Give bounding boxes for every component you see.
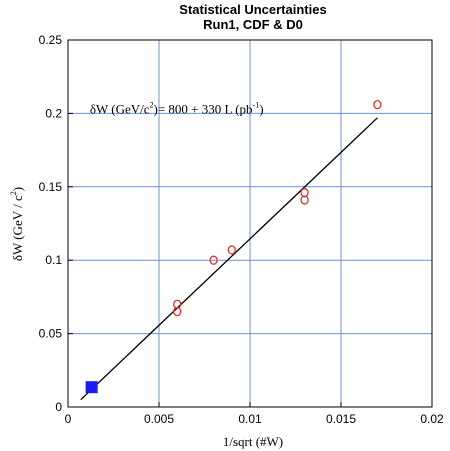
open-circle-point xyxy=(373,99,382,110)
y-tick-label: 0.1 xyxy=(45,253,62,267)
annotation-part3: ) xyxy=(259,101,263,116)
axis-ticks: 0 0.005 0.01 0.015 0.02 0 0.05 0.1 0.15 0.2 0.25 xyxy=(39,33,444,426)
open-circle-point xyxy=(300,195,309,205)
open-circle-point xyxy=(173,299,182,309)
open-circle-point xyxy=(209,255,218,265)
x-tick-label: 0 xyxy=(65,412,72,426)
y-tick-label: 0.25 xyxy=(39,33,63,47)
x-tick-label: 0.005 xyxy=(144,412,174,426)
x-axis-label: 1/sqrt (#W) xyxy=(223,434,283,449)
fit-line xyxy=(80,117,378,401)
open-circle-point xyxy=(300,188,309,198)
annotation-sup2: -1 xyxy=(253,100,260,109)
y-axis-label: δW (GeV / c2) xyxy=(9,187,25,261)
y-tick-label: 0.2 xyxy=(45,106,62,120)
x-tick-label: 0.02 xyxy=(420,412,444,426)
open-circle-point xyxy=(173,306,182,317)
fit-equation-annotation: δW (GeV/c2)= 800 + 330 L (pb-1) xyxy=(90,100,264,116)
grid-lines xyxy=(68,40,432,407)
x-tick-label: 0.015 xyxy=(326,412,356,426)
y-axis-label-sup: 2 xyxy=(9,191,18,195)
y-tick-label: 0.05 xyxy=(39,327,63,341)
chart-title: Statistical Uncertainties xyxy=(179,2,326,17)
annotation-part2: )= 800 + 330 L (pb xyxy=(154,101,253,116)
y-tick-label: 0.15 xyxy=(39,180,63,194)
annotation-sup1: 2 xyxy=(150,100,154,109)
x-tick-label: 0.01 xyxy=(238,412,262,426)
filled-square-point xyxy=(85,381,98,394)
y-axis-label-end: ) xyxy=(10,187,25,191)
fit-line-layer xyxy=(80,117,378,401)
open-circle-point xyxy=(227,245,236,255)
y-axis-label-main: δW (GeV / c xyxy=(10,195,25,261)
chart-subtitle: Run1, CDF & D0 xyxy=(203,17,303,32)
data-points xyxy=(85,99,382,394)
y-tick-label: 0 xyxy=(55,400,62,414)
annotation-part1: δW (GeV/c xyxy=(90,101,150,116)
